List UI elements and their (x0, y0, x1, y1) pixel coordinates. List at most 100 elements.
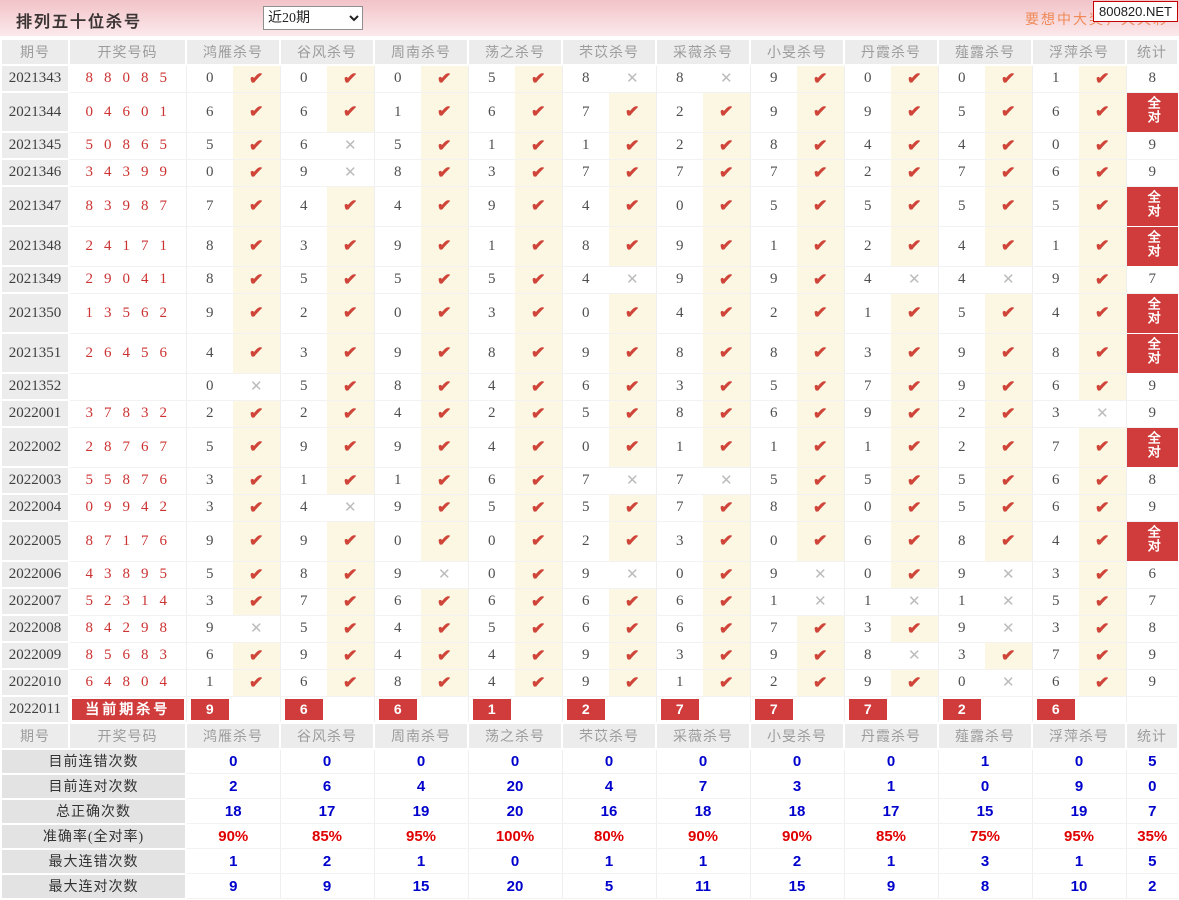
current-kill-cell: 2 (937, 696, 985, 723)
cross-icon: ✕ (625, 272, 639, 288)
check-icon: ✔ (436, 497, 453, 517)
mark-cell: ✔ (421, 373, 468, 401)
site-watermark-badge[interactable]: 800820.NET (1093, 1, 1178, 22)
mark-cell: ✔ (327, 427, 374, 468)
summary-value-cell: 0 (185, 748, 280, 774)
check-icon: ✔ (342, 618, 359, 638)
mark-cell: ✔ (703, 186, 750, 227)
mark-cell: ✔ (985, 467, 1032, 495)
total-cell: 全对 (1125, 521, 1178, 562)
kill-number-cell: 6 (1031, 159, 1079, 187)
kill-number-cell: 8 (749, 132, 797, 160)
mark-cell: ✔ (327, 92, 374, 133)
kill-number-cell: 7 (843, 373, 891, 401)
period-cell: 2021346 (0, 158, 70, 187)
mark-cell: ✔ (327, 266, 374, 294)
mark-cell: ✕ (703, 467, 750, 495)
kill-number-cell: 4 (467, 669, 515, 697)
check-icon: ✔ (436, 618, 453, 638)
check-icon: ✔ (624, 436, 641, 457)
total-cell: 9 (1125, 132, 1178, 160)
table-row: 2021349 29041 8 ✔ 5 ✔ 5 ✔ 5 ✔ 4 ✕ 9 ✔ 9 ✔ 4 ✕ 4 ✕ 9 ✔ 7 (0, 265, 1178, 294)
kill-number-cell: 3 (937, 642, 985, 670)
kill-number-cell: 8 (937, 521, 985, 562)
period-range-select[interactable]: 近20期 (263, 6, 363, 30)
check-icon: ✔ (624, 618, 641, 638)
mark-cell: ✔ (609, 333, 656, 374)
kill-number-cell: 5 (185, 427, 233, 468)
summary-value-cell: 18 (185, 798, 280, 824)
kill-number-cell: 5 (467, 266, 515, 294)
kill-number-cell: 3 (1031, 561, 1079, 589)
check-icon: ✔ (718, 645, 735, 665)
kill-number-cell: 6 (1031, 92, 1079, 133)
mark-cell: ✕ (233, 373, 280, 401)
mark-cell: ✔ (233, 561, 280, 589)
check-icon: ✔ (906, 497, 923, 517)
kill-number-cell: 7 (749, 615, 797, 643)
mark-cell: ✔ (797, 132, 844, 160)
check-icon: ✔ (624, 162, 641, 182)
summary-value-cell: 1 (937, 748, 1032, 774)
check-icon: ✔ (812, 470, 829, 490)
kill-number-cell: 3 (185, 588, 233, 616)
check-icon: ✔ (436, 162, 453, 182)
kill-number-cell: 0 (561, 293, 609, 334)
mark-cell: ✔ (515, 226, 562, 267)
col-header-expert-6: 采薇杀号 (655, 38, 751, 66)
period-cell: 2022004 (0, 493, 70, 522)
summary-value-cell: 19 (373, 798, 468, 824)
check-icon: ✔ (1000, 497, 1017, 517)
kill-number-cell: 8 (373, 373, 421, 401)
mark-cell: ✔ (515, 92, 562, 133)
check-icon: ✔ (812, 618, 829, 638)
mark-cell: ✔ (609, 427, 656, 468)
kill-number-cell: 4 (937, 132, 985, 160)
kill-number-cell: 9 (373, 494, 421, 522)
mark-cell: ✔ (233, 642, 280, 670)
total-cell: 6 (1125, 561, 1178, 589)
mark-cell: ✔ (891, 92, 938, 133)
check-icon: ✔ (530, 564, 547, 584)
mark-cell: ✔ (421, 615, 468, 643)
check-icon: ✔ (718, 342, 735, 363)
check-icon: ✔ (248, 530, 265, 551)
kill-number-cell: 6 (279, 669, 327, 697)
kill-number-cell: 5 (749, 467, 797, 495)
check-icon: ✔ (342, 342, 359, 363)
check-icon: ✔ (1000, 195, 1017, 216)
all-correct-badge: 全对 (1145, 430, 1161, 459)
check-icon: ✔ (248, 470, 265, 490)
kill-number-cell: 6 (561, 588, 609, 616)
mark-cell: ✔ (421, 669, 468, 697)
mark-cell: ✔ (703, 373, 750, 401)
mark-cell: ✔ (1079, 92, 1126, 133)
kill-number-cell: 1 (937, 588, 985, 616)
current-mark-cell (891, 696, 938, 723)
check-icon: ✔ (1094, 470, 1111, 490)
col-header-expert-9: 薤露杀号 (937, 721, 1033, 750)
col-header-expert-8: 丹霞杀号 (843, 38, 939, 66)
mark-cell: ✔ (327, 669, 374, 697)
check-icon: ✔ (248, 403, 265, 423)
col-header-expert-3: 周南杀号 (373, 38, 469, 66)
mark-cell: ✔ (233, 333, 280, 374)
check-icon: ✔ (1000, 135, 1017, 155)
kill-number-cell: 1 (655, 669, 703, 697)
kill-number-cell: 0 (937, 669, 985, 697)
check-icon: ✔ (906, 195, 923, 216)
kill-number-cell: 5 (279, 615, 327, 643)
mark-cell: ✔ (703, 266, 750, 294)
current-kill-badge: 7 (660, 698, 699, 720)
mark-cell: ✔ (515, 615, 562, 643)
check-icon: ✔ (342, 195, 359, 216)
table-row: 2021352 0 ✕ 5 ✔ 8 ✔ 4 ✔ 6 ✔ 3 ✔ 5 ✔ 7 ✔ 9 ✔ 6 ✔ 9 (0, 372, 1178, 401)
check-icon: ✔ (1094, 162, 1111, 182)
kill-number-cell: 8 (561, 65, 609, 93)
mark-cell: ✔ (797, 92, 844, 133)
mark-cell: ✔ (703, 427, 750, 468)
col-header-expert-5: 芣苡杀号 (561, 721, 657, 750)
cross-icon: ✕ (1001, 272, 1015, 288)
current-mark-cell (985, 696, 1032, 723)
check-icon: ✔ (718, 101, 735, 122)
